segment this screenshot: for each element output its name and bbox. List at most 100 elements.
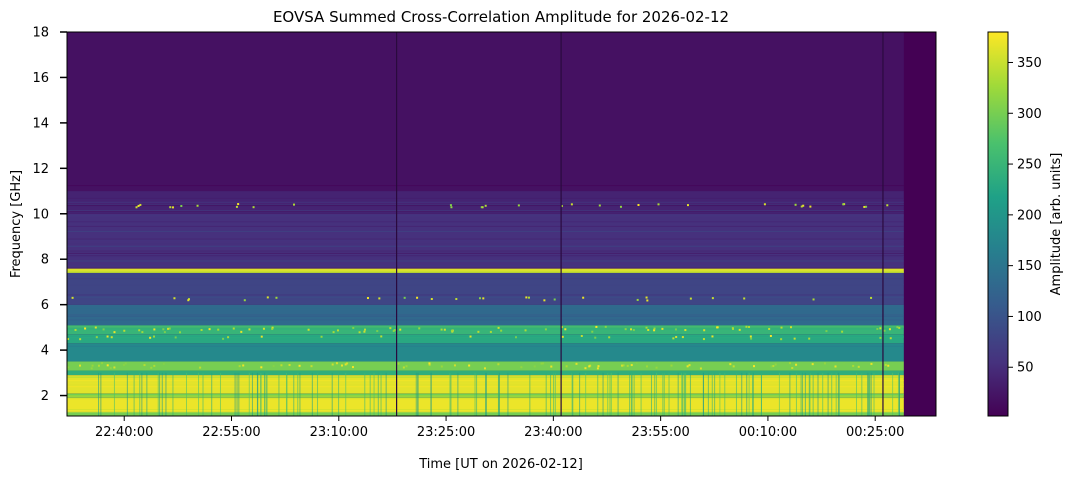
heatmap-streak <box>202 372 204 416</box>
heatmap-speckle <box>632 329 635 332</box>
heatmap-speckle <box>752 365 755 368</box>
heatmap-streak <box>873 372 875 416</box>
heatmap-speckle <box>336 329 339 332</box>
heatmap-speckle <box>763 203 766 206</box>
heatmap-speckle <box>149 336 152 339</box>
heatmap-speckle <box>624 328 627 331</box>
heatmap-stripe <box>67 204 904 206</box>
heatmap-speckle <box>453 364 456 367</box>
heatmap-speckle <box>841 330 844 333</box>
heatmap-streak <box>497 372 499 416</box>
heatmap-streak <box>752 372 754 416</box>
heatmap-speckle <box>297 363 300 366</box>
heatmap-streak <box>554 372 556 416</box>
heatmap-speckle <box>635 362 638 365</box>
heatmap-speckle <box>378 297 381 300</box>
heatmap-streak <box>654 372 656 416</box>
heatmap-stripe <box>67 307 904 309</box>
heatmap-stripe <box>67 328 904 330</box>
heatmap-streak <box>800 372 802 416</box>
heatmap-speckle <box>332 331 335 334</box>
heatmap-band <box>67 268 904 273</box>
heatmap-speckle <box>748 325 751 328</box>
heatmap-speckle <box>630 364 633 367</box>
heatmap-speckle <box>857 365 860 368</box>
heatmap-streak <box>808 372 810 416</box>
heatmap-streak <box>485 372 487 416</box>
heatmap-streak <box>485 372 487 416</box>
heatmap-streak <box>685 372 687 416</box>
heatmap-streak <box>260 372 262 416</box>
heatmap-speckle <box>544 328 547 331</box>
heatmap-speckle <box>477 330 480 333</box>
heatmap-speckle <box>870 362 873 365</box>
heatmap-streak <box>868 372 870 416</box>
heatmap-streak <box>703 372 705 416</box>
heatmap-streak <box>185 372 187 416</box>
heatmap-streak <box>724 372 726 416</box>
heatmap-speckle <box>791 367 794 370</box>
heatmap-stripe <box>67 336 904 338</box>
heatmap-speckle <box>403 296 406 299</box>
heatmap-speckle <box>553 298 556 301</box>
heatmap-streak <box>630 372 632 416</box>
heatmap-speckle <box>200 328 203 331</box>
heatmap-streak <box>266 372 268 416</box>
heatmap-speckle <box>275 296 278 299</box>
heatmap-speckle <box>101 362 104 365</box>
heatmap-streak <box>809 372 811 416</box>
colorbar-tick-label: 300 <box>1017 107 1042 122</box>
heatmap-speckle <box>78 364 81 367</box>
heatmap-speckle <box>113 331 116 334</box>
heatmap-streak <box>663 372 665 416</box>
y-tick-label: 16 <box>32 71 49 86</box>
heatmap-speckle <box>352 326 355 329</box>
heatmap-stripe <box>67 260 904 262</box>
heatmap-speckle <box>366 297 369 300</box>
heatmap-speckle <box>802 204 805 207</box>
colorbar-tick-label: 50 <box>1017 361 1034 376</box>
heatmap-streak <box>668 372 670 416</box>
heatmap-stripe <box>67 211 904 213</box>
heatmap-streak <box>100 372 102 416</box>
heatmap-streak <box>714 372 716 416</box>
heatmap-speckle <box>208 328 211 331</box>
heatmap-streak <box>838 372 840 416</box>
heatmap-band <box>67 361 904 371</box>
heatmap-speckle <box>358 331 361 334</box>
heatmap-streak <box>707 372 709 416</box>
heatmap-speckle <box>102 328 105 331</box>
heatmap-band <box>67 213 904 269</box>
heatmap-speckle <box>135 206 138 209</box>
heatmap-speckle <box>331 363 334 366</box>
heatmap-speckle <box>260 335 263 338</box>
heatmap-speckle <box>780 326 783 329</box>
heatmap-streak <box>681 372 683 416</box>
heatmap-streak <box>684 372 686 416</box>
heatmap-speckle <box>570 203 573 206</box>
heatmap-band <box>67 272 904 305</box>
heatmap-speckle <box>227 336 230 339</box>
heatmap-streak <box>861 372 863 416</box>
heatmap-streak <box>898 372 900 416</box>
heatmap-streak <box>141 372 143 416</box>
heatmap-speckle <box>67 338 70 341</box>
heatmap-streak <box>572 372 574 416</box>
heatmap-streak <box>293 372 295 416</box>
heatmap-speckle <box>380 335 383 338</box>
x-tick-label: 23:25:00 <box>417 425 475 440</box>
heatmap-streak <box>385 372 387 416</box>
heatmap-streak <box>804 372 806 416</box>
heatmap-speckle <box>340 364 343 367</box>
heatmap-streak <box>822 372 824 416</box>
x-tick-label: 23:10:00 <box>310 425 368 440</box>
heatmap-streak <box>450 372 452 416</box>
heatmap-streak <box>198 372 200 416</box>
heatmap-speckle <box>84 327 87 330</box>
heatmap-streak <box>297 372 299 416</box>
heatmap-speckle <box>514 336 517 339</box>
x-tick-label: 22:55:00 <box>202 425 260 440</box>
heatmap-speckle <box>168 327 171 330</box>
heatmap-streak <box>553 372 555 416</box>
heatmap-stripe <box>67 238 904 240</box>
